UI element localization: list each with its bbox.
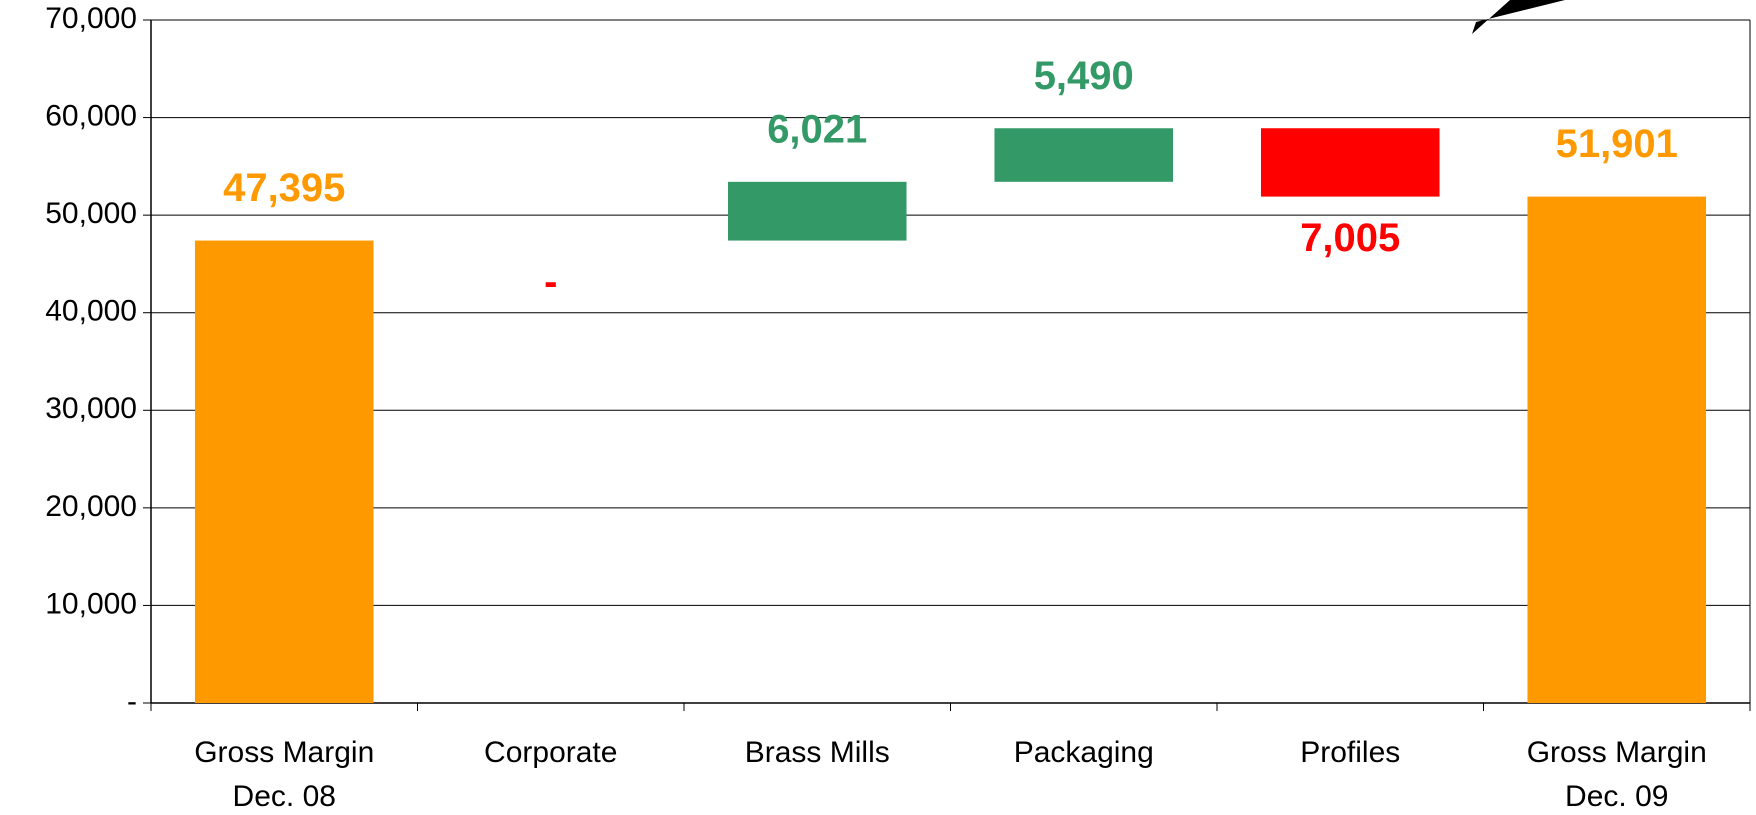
label-line: Profiles <box>1300 736 1400 769</box>
value-label: 5,490 <box>1034 54 1134 98</box>
label-line: Packaging <box>1014 736 1154 769</box>
x-tick-label: Gross Margin Dec. 08 <box>194 736 374 813</box>
y-tick-label: 60,000 <box>45 99 137 132</box>
y-tick-label: 30,000 <box>45 392 137 425</box>
x-tick-label: Gross Margin Dec. 09 <box>1527 736 1707 813</box>
value-label: 51,901 <box>1556 122 1678 166</box>
value-label: 6,021 <box>767 107 867 151</box>
bar <box>727 181 907 241</box>
bar <box>1527 196 1707 703</box>
arrow-decoration <box>1472 0 1565 34</box>
value-label: 47,395 <box>223 166 345 210</box>
x-tick-label: Packaging <box>1014 736 1154 769</box>
label-line: Corporate <box>484 736 617 769</box>
label-line: Brass Mills <box>745 736 890 769</box>
bar <box>194 240 374 703</box>
value-label: - <box>544 260 557 304</box>
x-tick-label: Corporate <box>484 736 617 769</box>
y-tick-label: 50,000 <box>45 197 137 230</box>
label-line: Dec. 09 <box>1565 780 1668 813</box>
y-tick-label: - <box>127 685 137 718</box>
value-label: 7,005 <box>1300 216 1400 260</box>
y-tick-label: 20,000 <box>45 490 137 523</box>
label-line: Dec. 08 <box>233 780 336 813</box>
bar <box>994 128 1174 182</box>
y-tick-label: 40,000 <box>45 295 137 328</box>
y-tick-label: 10,000 <box>45 587 137 620</box>
label-line: Gross Margin <box>194 736 374 769</box>
x-tick-label: Profiles <box>1300 736 1400 769</box>
y-tick-label: 70,000 <box>45 2 137 35</box>
x-tick-label: Brass Mills <box>745 736 890 769</box>
bar <box>1260 128 1440 197</box>
label-line: Gross Margin <box>1527 736 1707 769</box>
